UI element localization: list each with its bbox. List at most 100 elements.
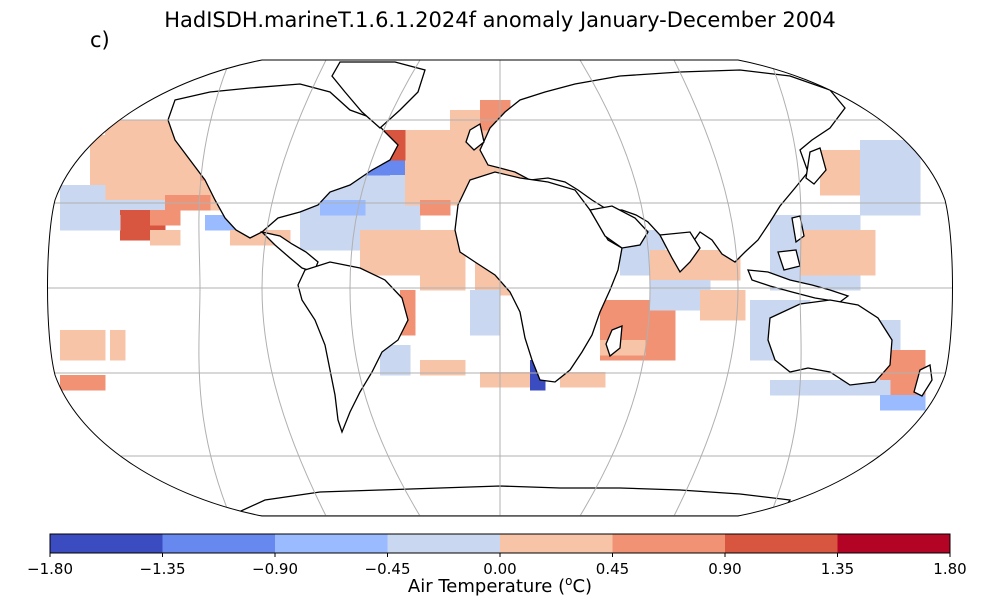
anomaly-cell	[405, 205, 421, 221]
anomaly-cell	[630, 340, 646, 356]
anomaly-cell	[135, 210, 151, 226]
anomaly-cell	[120, 135, 136, 151]
anomaly-cell	[390, 245, 406, 261]
anomaly-cell	[860, 140, 876, 156]
anomaly-cell	[815, 230, 831, 246]
anomaly-cell	[630, 315, 646, 331]
colorbar-tick-label: −0.90	[252, 560, 298, 578]
colorbar-segment	[612, 534, 726, 553]
anomaly-cell	[165, 165, 181, 181]
anomaly-cell	[905, 185, 921, 201]
anomaly-cell	[860, 245, 876, 261]
anomaly-cell	[560, 372, 576, 388]
anomaly-cell	[875, 200, 891, 216]
anomaly-cell	[650, 295, 666, 311]
anomaly-cell	[895, 395, 911, 411]
arabia-coastline	[588, 205, 649, 249]
anomaly-cell	[710, 265, 726, 281]
anomaly-cell	[165, 150, 181, 166]
anomaly-cell	[120, 150, 136, 166]
anomaly-cell	[730, 305, 746, 321]
anomaly-cell	[835, 150, 851, 166]
anomaly-cell	[315, 235, 331, 251]
anomaly-cell	[660, 330, 676, 346]
anomaly-cell	[470, 305, 486, 321]
anomaly-cell	[60, 375, 76, 391]
anomaly-cell	[120, 120, 136, 136]
greenland-coastline	[331, 61, 426, 129]
anomaly-cell	[75, 185, 91, 201]
anomaly-cell	[180, 165, 196, 181]
anomaly-cell	[750, 345, 766, 361]
anomaly-cell	[665, 265, 681, 281]
anomaly-cell	[150, 120, 166, 136]
colorbar-tick-label: 0.90	[708, 560, 741, 578]
anomaly-cell	[120, 165, 136, 181]
anomaly-cell	[800, 380, 816, 396]
anomaly-cell	[845, 215, 861, 231]
anomaly-cell	[120, 180, 136, 196]
anomaly-cell	[480, 372, 496, 388]
anomaly-cell	[830, 260, 846, 276]
anomaly-cell	[110, 345, 126, 361]
anomaly-cell	[845, 275, 861, 291]
india-coastline	[658, 231, 701, 274]
anomaly-cell	[405, 145, 421, 161]
africa-coastline	[454, 171, 623, 383]
anomaly-cell	[90, 215, 106, 231]
anomaly-cell	[420, 245, 436, 261]
anomaly-cell	[470, 320, 486, 336]
anomaly-cell	[905, 170, 921, 186]
anomaly-cell	[395, 360, 411, 376]
anomaly-cell	[90, 345, 106, 361]
anomaly-cell	[320, 200, 336, 216]
anomaly-cell	[815, 245, 831, 261]
anomaly-cell	[420, 260, 436, 276]
colorbar-segment	[162, 534, 276, 553]
anomaly-cell	[860, 260, 876, 276]
anomaly-cell	[630, 300, 646, 316]
anomaly-cell	[590, 372, 606, 388]
anomaly-cell	[400, 290, 416, 306]
anomaly-cell	[875, 170, 891, 186]
anomaly-cell	[660, 315, 676, 331]
anomaly-cell	[435, 275, 451, 291]
anomaly-cell	[765, 300, 781, 316]
anomaly-cell	[800, 260, 816, 276]
anomaly-cell	[480, 100, 496, 116]
anomaly-cell	[725, 265, 741, 281]
anomaly-cell	[300, 235, 316, 251]
japan-coastline	[805, 147, 827, 185]
anomaly-cell	[435, 175, 451, 191]
anomaly-cell	[450, 155, 466, 171]
anomaly-cell	[470, 290, 486, 306]
anomaly-cell	[135, 135, 151, 151]
anomaly-cell	[450, 260, 466, 276]
anomaly-cell	[105, 180, 121, 196]
colorbar-segment	[275, 534, 388, 553]
anomaly-cell	[405, 245, 421, 261]
anomaly-cell	[135, 150, 151, 166]
anomaly-cell	[485, 290, 501, 306]
anomaly-cell	[860, 170, 876, 186]
madagascar-coastline	[605, 325, 623, 358]
australia-coastline	[767, 299, 893, 386]
anomaly-cell	[75, 200, 91, 216]
anomaly-cell	[315, 220, 331, 236]
anomaly-cell	[845, 230, 861, 246]
anomaly-cell	[750, 330, 766, 346]
anomaly-cell	[750, 300, 766, 316]
indonesia-coastline	[746, 269, 850, 303]
anomaly-cell	[105, 165, 121, 181]
anomaly-cell	[450, 140, 466, 156]
anomaly-cell	[895, 350, 911, 366]
anomaly-cell	[360, 230, 376, 246]
anomaly-cell	[420, 360, 436, 376]
anomaly-cell	[830, 230, 846, 246]
anomaly-cell	[435, 260, 451, 276]
colorbar-tick-label: 1.80	[933, 560, 966, 578]
colorbar-label: Air Temperature (oC)	[407, 574, 593, 597]
anomaly-cell	[895, 380, 911, 396]
anomaly-cell	[75, 330, 91, 346]
